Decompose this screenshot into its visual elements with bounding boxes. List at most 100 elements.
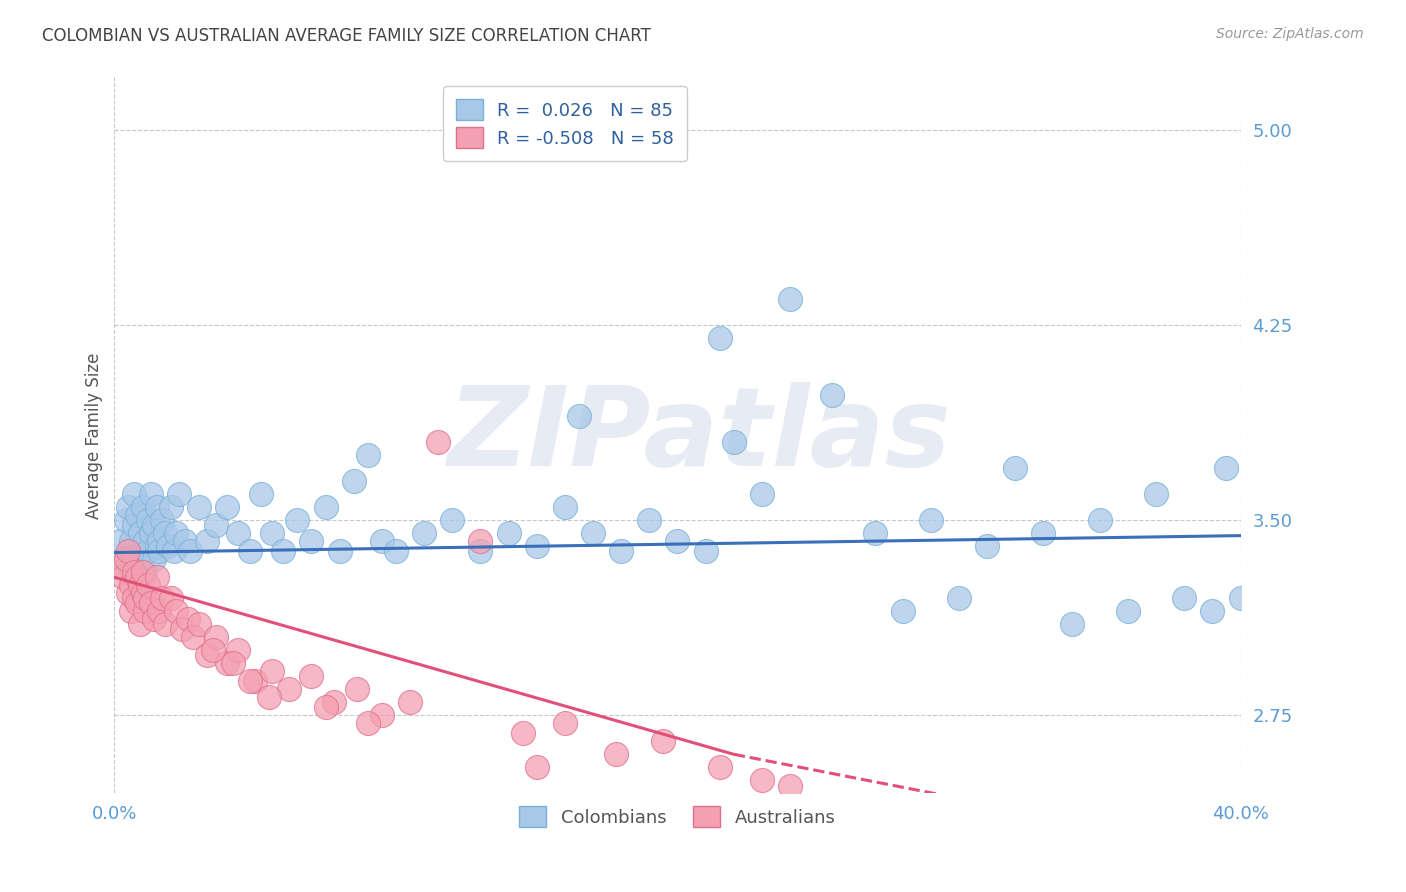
Point bbox=[145, 539, 167, 553]
Point bbox=[582, 526, 605, 541]
Point bbox=[709, 760, 731, 774]
Point bbox=[122, 565, 145, 579]
Point bbox=[526, 760, 548, 774]
Point bbox=[128, 617, 150, 632]
Point bbox=[136, 578, 159, 592]
Text: ZIPatlas: ZIPatlas bbox=[449, 382, 952, 489]
Point bbox=[1144, 487, 1167, 501]
Point bbox=[779, 292, 801, 306]
Point bbox=[1173, 591, 1195, 606]
Point bbox=[167, 487, 190, 501]
Point bbox=[153, 526, 176, 541]
Point bbox=[148, 544, 170, 558]
Point bbox=[1215, 461, 1237, 475]
Point bbox=[920, 513, 942, 527]
Point bbox=[891, 604, 914, 618]
Point bbox=[117, 544, 139, 558]
Point bbox=[605, 747, 627, 762]
Point bbox=[139, 526, 162, 541]
Point bbox=[470, 533, 492, 548]
Point bbox=[238, 544, 260, 558]
Point bbox=[159, 500, 181, 514]
Point bbox=[153, 617, 176, 632]
Point bbox=[652, 734, 675, 748]
Point bbox=[1088, 513, 1111, 527]
Point bbox=[427, 434, 450, 449]
Point bbox=[666, 533, 689, 548]
Point bbox=[128, 526, 150, 541]
Point bbox=[117, 544, 139, 558]
Point bbox=[371, 708, 394, 723]
Point bbox=[243, 674, 266, 689]
Point bbox=[238, 674, 260, 689]
Point bbox=[204, 518, 226, 533]
Point bbox=[145, 500, 167, 514]
Point bbox=[301, 669, 323, 683]
Point bbox=[114, 513, 136, 527]
Point bbox=[215, 656, 238, 670]
Point bbox=[204, 630, 226, 644]
Point bbox=[117, 586, 139, 600]
Point bbox=[122, 591, 145, 606]
Point bbox=[139, 487, 162, 501]
Point bbox=[159, 591, 181, 606]
Point bbox=[125, 596, 148, 610]
Point bbox=[170, 623, 193, 637]
Point bbox=[385, 544, 408, 558]
Point bbox=[526, 539, 548, 553]
Point bbox=[187, 617, 209, 632]
Point bbox=[1201, 604, 1223, 618]
Point bbox=[470, 544, 492, 558]
Point bbox=[176, 612, 198, 626]
Point bbox=[1032, 526, 1054, 541]
Point bbox=[329, 544, 352, 558]
Point bbox=[226, 526, 249, 541]
Point bbox=[120, 604, 142, 618]
Point bbox=[751, 487, 773, 501]
Point bbox=[948, 591, 970, 606]
Point bbox=[1229, 591, 1251, 606]
Point bbox=[120, 578, 142, 592]
Point bbox=[226, 643, 249, 657]
Point bbox=[108, 559, 131, 574]
Point bbox=[441, 513, 464, 527]
Point bbox=[346, 682, 368, 697]
Point bbox=[262, 526, 284, 541]
Point bbox=[287, 513, 309, 527]
Point bbox=[134, 591, 156, 606]
Point bbox=[976, 539, 998, 553]
Point bbox=[323, 695, 346, 709]
Point bbox=[863, 526, 886, 541]
Point bbox=[1004, 461, 1026, 475]
Point bbox=[221, 656, 243, 670]
Point bbox=[273, 544, 295, 558]
Point bbox=[821, 388, 844, 402]
Point bbox=[117, 500, 139, 514]
Point bbox=[195, 648, 218, 663]
Point bbox=[357, 448, 380, 462]
Point bbox=[111, 552, 134, 566]
Legend: Colombians, Australians: Colombians, Australians bbox=[512, 799, 844, 834]
Point bbox=[131, 544, 153, 558]
Point bbox=[139, 596, 162, 610]
Point bbox=[554, 500, 576, 514]
Point bbox=[134, 533, 156, 548]
Point bbox=[512, 726, 534, 740]
Text: Source: ZipAtlas.com: Source: ZipAtlas.com bbox=[1216, 27, 1364, 41]
Point bbox=[262, 664, 284, 678]
Point bbox=[134, 565, 156, 579]
Point bbox=[181, 630, 204, 644]
Point bbox=[122, 487, 145, 501]
Point bbox=[173, 533, 195, 548]
Point bbox=[413, 526, 436, 541]
Point bbox=[120, 533, 142, 548]
Point bbox=[315, 700, 337, 714]
Point bbox=[568, 409, 591, 423]
Point bbox=[128, 539, 150, 553]
Point bbox=[148, 533, 170, 548]
Point bbox=[156, 539, 179, 553]
Point bbox=[142, 612, 165, 626]
Point bbox=[709, 331, 731, 345]
Point bbox=[125, 552, 148, 566]
Point bbox=[150, 513, 173, 527]
